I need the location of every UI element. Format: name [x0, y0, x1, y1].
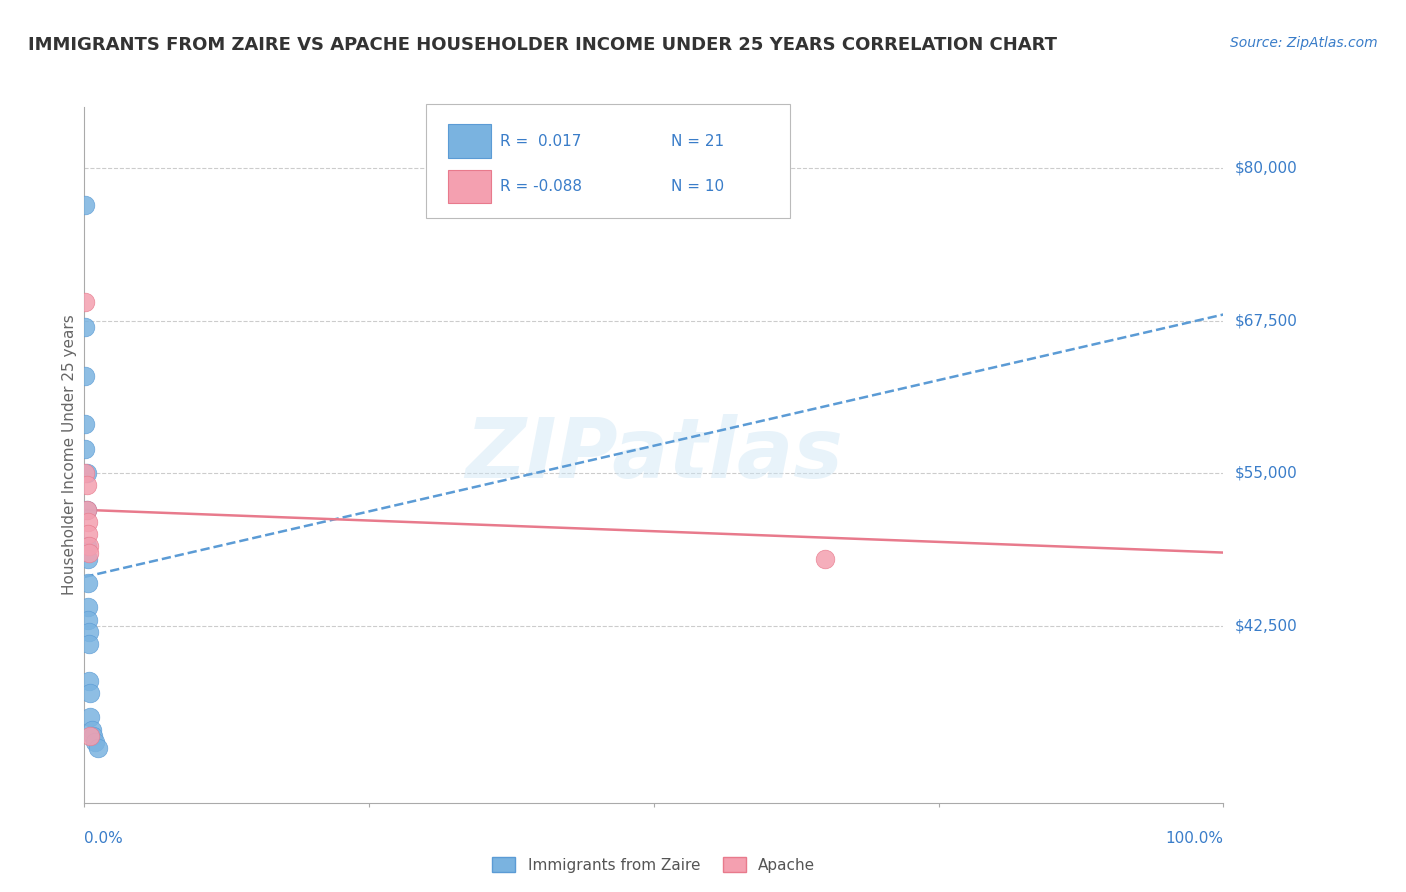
- Text: N = 21: N = 21: [671, 134, 724, 149]
- Point: [77, 540, 100, 554]
- Point: [82, 723, 104, 737]
- Point: [77, 673, 100, 688]
- Point: [79, 710, 101, 724]
- Text: $80,000: $80,000: [1234, 161, 1298, 176]
- Point: [76, 503, 98, 517]
- Text: $55,000: $55,000: [1234, 466, 1298, 481]
- Point: [82, 729, 104, 743]
- Text: N = 10: N = 10: [671, 179, 724, 194]
- Point: [76, 613, 98, 627]
- Point: [814, 551, 837, 566]
- Point: [76, 503, 98, 517]
- Text: Source: ZipAtlas.com: Source: ZipAtlas.com: [1230, 36, 1378, 50]
- Point: [76, 527, 98, 541]
- Point: [76, 478, 98, 492]
- Point: [76, 515, 98, 529]
- Point: [76, 576, 98, 591]
- Point: [79, 729, 101, 743]
- Y-axis label: Householder Income Under 25 years: Householder Income Under 25 years: [62, 315, 77, 595]
- FancyBboxPatch shape: [426, 103, 790, 219]
- Text: 100.0%: 100.0%: [1166, 830, 1223, 846]
- Text: $42,500: $42,500: [1234, 618, 1298, 633]
- Text: $67,500: $67,500: [1234, 313, 1298, 328]
- Point: [75, 417, 97, 432]
- Text: 0.0%: 0.0%: [84, 830, 124, 846]
- Point: [77, 545, 100, 559]
- Point: [76, 540, 98, 554]
- Point: [76, 467, 98, 481]
- Point: [76, 600, 98, 615]
- Point: [75, 368, 97, 383]
- Point: [77, 624, 100, 639]
- Text: R =  0.017: R = 0.017: [501, 134, 582, 149]
- Text: IMMIGRANTS FROM ZAIRE VS APACHE HOUSEHOLDER INCOME UNDER 25 YEARS CORRELATION CH: IMMIGRANTS FROM ZAIRE VS APACHE HOUSEHOL…: [28, 36, 1057, 54]
- FancyBboxPatch shape: [447, 169, 491, 203]
- Text: R = -0.088: R = -0.088: [501, 179, 582, 194]
- Legend: Immigrants from Zaire, Apache: Immigrants from Zaire, Apache: [486, 850, 821, 879]
- Point: [75, 442, 97, 456]
- Point: [79, 686, 101, 700]
- FancyBboxPatch shape: [447, 124, 491, 158]
- Point: [75, 295, 97, 310]
- Point: [76, 551, 98, 566]
- Point: [75, 319, 97, 334]
- Text: ZIPatlas: ZIPatlas: [465, 415, 842, 495]
- Point: [87, 740, 110, 755]
- Point: [75, 467, 97, 481]
- Point: [75, 197, 97, 211]
- Point: [77, 637, 100, 651]
- Point: [83, 735, 105, 749]
